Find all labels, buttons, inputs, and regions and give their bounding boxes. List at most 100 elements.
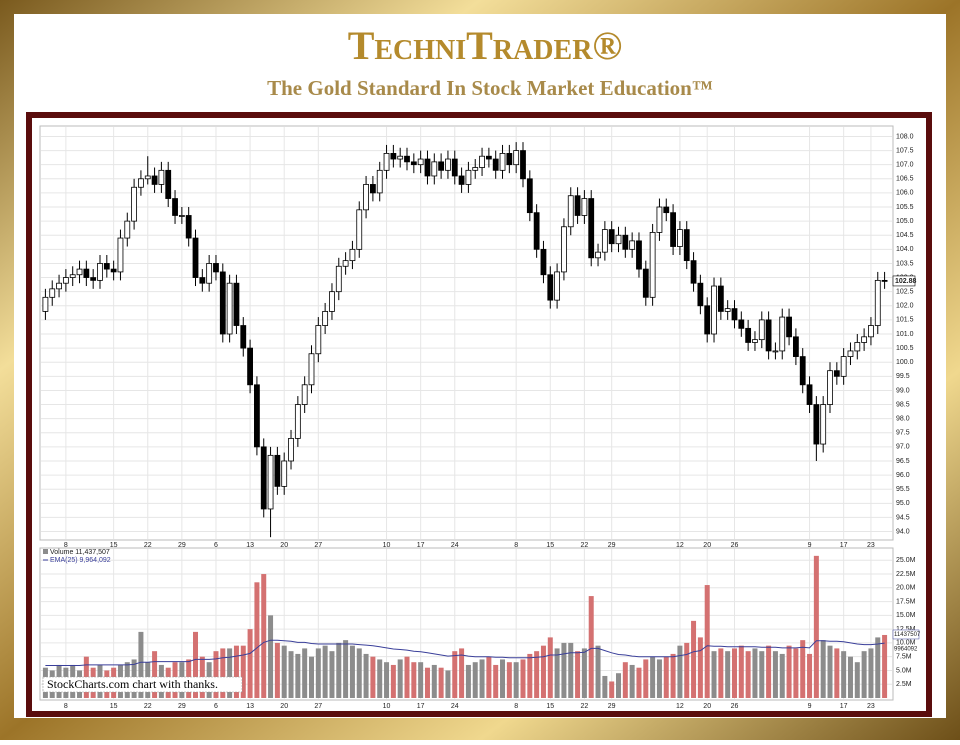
x-tick-label: 27 <box>314 703 322 710</box>
x-tick-label: 26 <box>731 703 739 710</box>
volume-bar <box>349 645 355 698</box>
candle-body <box>308 353 315 386</box>
volume-bar <box>643 659 649 698</box>
volume-bar <box>268 615 274 698</box>
volume-bar <box>540 645 546 698</box>
x-tick-label: 17 <box>840 703 848 710</box>
volume-bar <box>622 662 628 698</box>
volume-bar <box>281 645 287 698</box>
x-tick-label: 15 <box>546 542 554 549</box>
candle-body <box>874 279 881 326</box>
volume-bar <box>561 642 567 698</box>
x-tick-label: 12 <box>676 542 684 549</box>
volume-bar <box>595 645 601 698</box>
volume-bar <box>752 648 758 698</box>
candle-body <box>110 268 117 273</box>
x-tick-label: 15 <box>110 703 118 710</box>
volume-bar <box>807 653 813 698</box>
ema-line <box>45 639 885 666</box>
candle-body <box>561 226 567 273</box>
candle-body <box>738 319 745 329</box>
x-tick-label: 9 <box>808 542 812 549</box>
volume-bar <box>745 651 751 698</box>
volume-bar <box>370 656 376 698</box>
candle-body <box>267 454 274 510</box>
y-tick-label: 99.0 <box>896 387 910 394</box>
x-tick-label: 8 <box>64 542 68 549</box>
candle-body <box>233 282 240 326</box>
volume-bar <box>725 651 731 698</box>
candle-body <box>656 206 663 233</box>
candle-body <box>397 155 404 160</box>
volume-bar <box>424 667 430 698</box>
x-tick-label: 27 <box>314 542 322 549</box>
candle-body <box>820 404 827 445</box>
candle-body <box>792 336 799 357</box>
volume-bar <box>793 648 799 698</box>
y-tick-label: 107.0 <box>896 162 914 169</box>
x-tick-label: 29 <box>178 703 186 710</box>
volume-bar <box>554 648 560 698</box>
x-tick-label: 15 <box>110 542 118 549</box>
candle-body <box>62 277 69 284</box>
x-tick-label: 10 <box>383 703 391 710</box>
volume-bar <box>861 651 867 698</box>
y2-tick-label: 20.0M <box>896 585 916 592</box>
candle-body <box>629 240 636 250</box>
volume-bar <box>138 631 144 698</box>
candle-body <box>636 240 642 270</box>
candle-body <box>868 325 874 338</box>
y-tick-label: 104.0 <box>896 246 914 253</box>
candle-body <box>97 263 103 281</box>
volume-bar <box>247 629 253 698</box>
volume-bar <box>738 645 744 698</box>
volume-tag-box <box>892 629 920 640</box>
ema-legend: EMA(25) 9,964,092 <box>50 557 111 564</box>
volume-bar <box>882 634 888 698</box>
candle-body <box>724 308 731 312</box>
volume-bar <box>827 645 833 698</box>
candle-body <box>131 186 138 222</box>
volume-panel <box>39 547 894 701</box>
candle-body <box>601 229 608 253</box>
y-tick-label: 99.5 <box>896 373 910 380</box>
candle-body <box>124 220 131 239</box>
candle-body <box>854 342 861 352</box>
y-tick-label: 98.0 <box>896 416 910 423</box>
volume-bar <box>329 651 335 698</box>
volume-bar <box>404 656 410 698</box>
volume-bar <box>602 675 608 698</box>
candle-body <box>165 169 172 199</box>
volume-bar <box>397 659 403 698</box>
volume-bar <box>820 640 826 698</box>
volume-bar <box>459 648 465 698</box>
volume-bar <box>875 637 881 698</box>
volume-bar <box>506 662 512 698</box>
candle-body <box>779 316 786 352</box>
candle-body <box>185 215 192 239</box>
candle-body <box>424 158 431 177</box>
candle-body <box>356 209 363 250</box>
candle-body <box>772 350 779 353</box>
x-tick-label: 17 <box>417 542 425 549</box>
candle-body <box>260 446 267 510</box>
candle-body <box>390 152 397 160</box>
x-tick-label: 23 <box>867 703 875 710</box>
watermark: StockCharts.com chart with thanks. <box>47 677 218 691</box>
x-tick-label: 26 <box>731 542 739 549</box>
y-tick-label: 100.0 <box>896 359 914 366</box>
volume-bar <box>431 664 437 698</box>
candle-body <box>254 384 260 448</box>
candle-body <box>445 158 451 171</box>
volume-bar <box>786 645 792 698</box>
chart-frame <box>26 112 932 717</box>
candle-body <box>56 282 62 290</box>
x-tick-label: 8 <box>514 542 518 549</box>
volume-bar <box>295 653 301 698</box>
candle-body <box>410 161 417 166</box>
x-tick-label: 22 <box>580 703 588 710</box>
candle-body <box>567 195 574 228</box>
x-tick-label: 15 <box>546 703 554 710</box>
volume-bar <box>711 651 717 698</box>
